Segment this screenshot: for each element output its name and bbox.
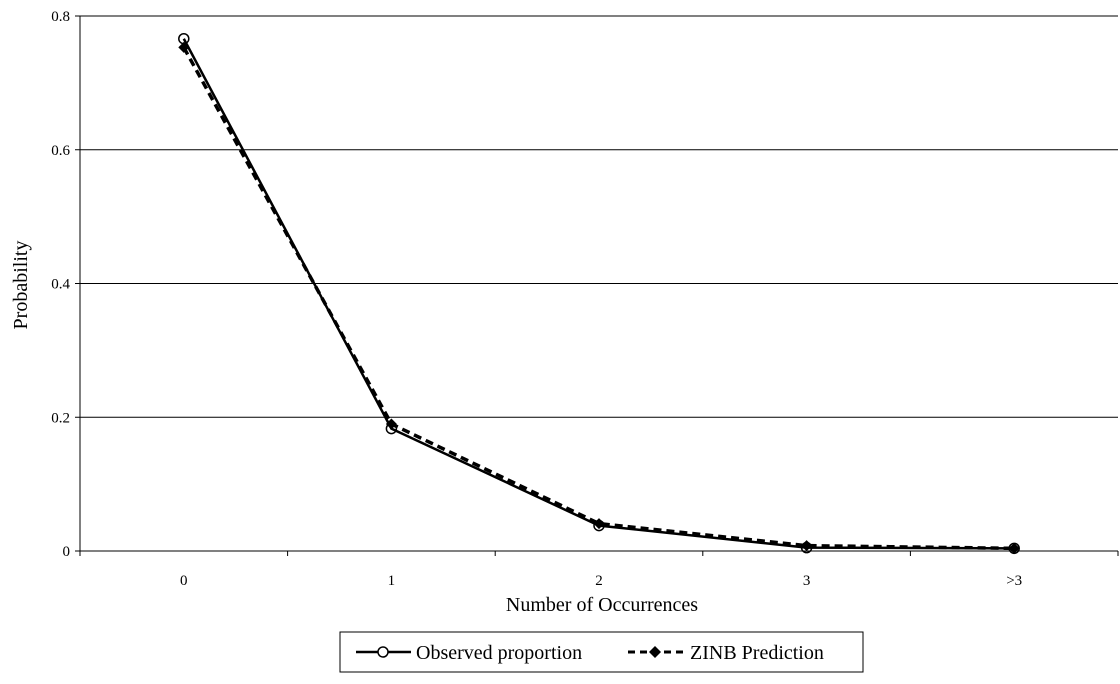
y-tick-labels: 0 0.2 0.4 0.6 0.8 bbox=[51, 9, 70, 560]
series-line-1 bbox=[182, 46, 1015, 551]
x-axis-title: Number of Occurrences bbox=[506, 594, 698, 616]
legend-label-zinb: ZINB Prediction bbox=[690, 642, 824, 664]
marker-s0-0 bbox=[178, 32, 190, 45]
marker-s1-4 bbox=[1008, 542, 1020, 554]
x-tick-label-2: 2 bbox=[595, 573, 603, 589]
marker-s0-4 bbox=[1008, 542, 1020, 555]
legend-label-observed: Observed proportion bbox=[416, 642, 582, 664]
marker-s0-2 bbox=[593, 519, 605, 532]
x-tick-label-1: 1 bbox=[388, 573, 396, 589]
series-markers bbox=[178, 32, 1020, 555]
y-tick-label-3: 0.6 bbox=[51, 143, 70, 159]
y-axis-title: Probability bbox=[10, 241, 32, 330]
legend-marker-zinb bbox=[649, 646, 661, 658]
marker-s1-0 bbox=[178, 41, 190, 53]
legend-marker-observed bbox=[377, 646, 389, 658]
legend-box bbox=[339, 631, 864, 673]
x-tick-label-0: 0 bbox=[180, 573, 188, 589]
y-tick-label-1: 0.2 bbox=[51, 410, 70, 426]
y-tick-label-0: 0 bbox=[63, 544, 71, 560]
marker-s0-3 bbox=[800, 541, 813, 554]
x-tick-labels: 0 1 2 3 >3 bbox=[180, 573, 1022, 589]
y-tick-label-4: 0.8 bbox=[51, 9, 70, 25]
y-tick-label-2: 0.4 bbox=[51, 277, 70, 293]
series-lines bbox=[182, 38, 1015, 551]
series-line-0 bbox=[182, 38, 1015, 550]
axes bbox=[75, 15, 1119, 556]
x-tick-label-3: 3 bbox=[803, 573, 811, 589]
gridlines bbox=[80, 15, 1118, 418]
x-tick-label-4: >3 bbox=[1006, 573, 1022, 589]
legend: Observed proportion ZINB Prediction bbox=[339, 631, 864, 673]
marker-s0-1 bbox=[385, 422, 398, 435]
